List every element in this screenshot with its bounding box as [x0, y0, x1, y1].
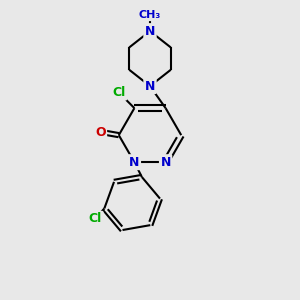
- Text: O: O: [95, 126, 106, 139]
- Text: N: N: [145, 80, 155, 93]
- Text: CH₃: CH₃: [139, 10, 161, 20]
- Text: N: N: [145, 25, 155, 38]
- Text: N: N: [160, 156, 171, 169]
- Text: N: N: [129, 156, 140, 169]
- Text: Cl: Cl: [112, 86, 126, 99]
- Text: Cl: Cl: [89, 212, 102, 225]
